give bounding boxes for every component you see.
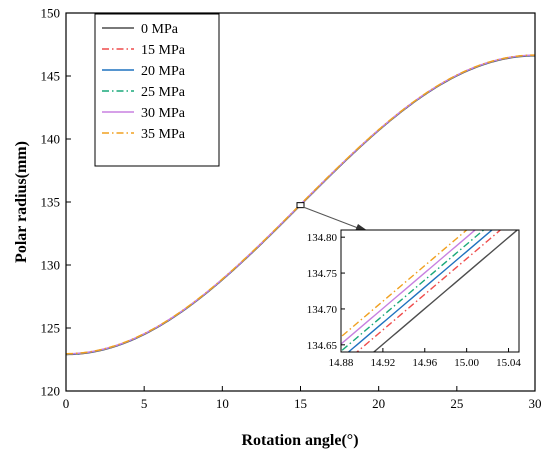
y-tick-label-6: 150 bbox=[41, 6, 61, 21]
legend-label-3: 25 MPa bbox=[141, 85, 186, 100]
inset-x-tick-label-0: 14.88 bbox=[329, 357, 354, 369]
x-tick-label-5: 25 bbox=[450, 396, 463, 411]
inset-x-tick-label-2: 14.96 bbox=[412, 357, 437, 369]
inset-background bbox=[341, 230, 519, 352]
inset-y-tick-label-3: 134.80 bbox=[307, 232, 338, 244]
inset-x-tick-label-1: 14.92 bbox=[371, 357, 396, 369]
inset-y-tick-label-2: 134.75 bbox=[307, 268, 338, 280]
inset-series-line-4 bbox=[341, 230, 477, 345]
y-tick-label-0: 120 bbox=[41, 384, 61, 399]
x-tick-label-1: 5 bbox=[141, 396, 148, 411]
y-tick-label-4: 140 bbox=[41, 132, 61, 147]
zoom-indicator bbox=[296, 202, 368, 231]
y-tick-label-1: 125 bbox=[41, 321, 61, 336]
legend-label-2: 20 MPa bbox=[141, 64, 186, 79]
inset-x-tick-label-3: 15.00 bbox=[454, 357, 479, 369]
inset-series-line-0 bbox=[372, 230, 519, 352]
zoom-arrow-line bbox=[303, 206, 359, 229]
y-tick-label-2: 130 bbox=[41, 258, 61, 273]
x-tick-label-2: 10 bbox=[216, 396, 229, 411]
zoom-box bbox=[296, 202, 305, 209]
legend-label-4: 30 MPa bbox=[141, 106, 186, 121]
inset-y-tick-label-0: 134.65 bbox=[307, 340, 338, 352]
y-axis-label: Polar radius(mm) bbox=[13, 141, 30, 263]
inset-y-tick-label-1: 134.70 bbox=[307, 304, 338, 316]
legend: 0 MPa 15 MPa 20 MPa 25 MPa 30 MPa 35 MPa bbox=[94, 13, 220, 167]
inset-plot: 14.88 14.92 14.96 15.00 15.04 134.65 134.70 134… bbox=[307, 229, 521, 369]
main-axes: 0 5 10 15 20 25 30 120 125 130 135 140 145 150 bbox=[41, 6, 542, 412]
inset-series-line-3 bbox=[341, 230, 485, 352]
inset-curves bbox=[341, 230, 519, 352]
x-tick-label-0: 0 bbox=[63, 396, 70, 411]
x-tick-label-4: 20 bbox=[372, 396, 385, 411]
legend-label-1: 15 MPa bbox=[141, 43, 186, 58]
legend-label-0: 0 MPa bbox=[141, 22, 179, 37]
x-tick-label-3: 15 bbox=[294, 396, 307, 411]
inset-series-line-5 bbox=[341, 230, 468, 338]
x-tick-label-6: 30 bbox=[529, 396, 542, 411]
y-tick-label-5: 145 bbox=[41, 69, 61, 84]
legend-label-5: 35 MPa bbox=[141, 127, 186, 142]
y-tick-label-3: 135 bbox=[41, 195, 61, 210]
inset-x-tick-label-4: 15.04 bbox=[496, 357, 521, 369]
x-axis-label: Rotation angle(°) bbox=[241, 432, 358, 449]
inset-frame bbox=[340, 229, 520, 353]
inset-series-line-2 bbox=[347, 230, 494, 352]
series-line-5 bbox=[66, 54, 536, 355]
legend-box bbox=[94, 13, 220, 167]
zoom-arrow-head bbox=[355, 224, 368, 231]
